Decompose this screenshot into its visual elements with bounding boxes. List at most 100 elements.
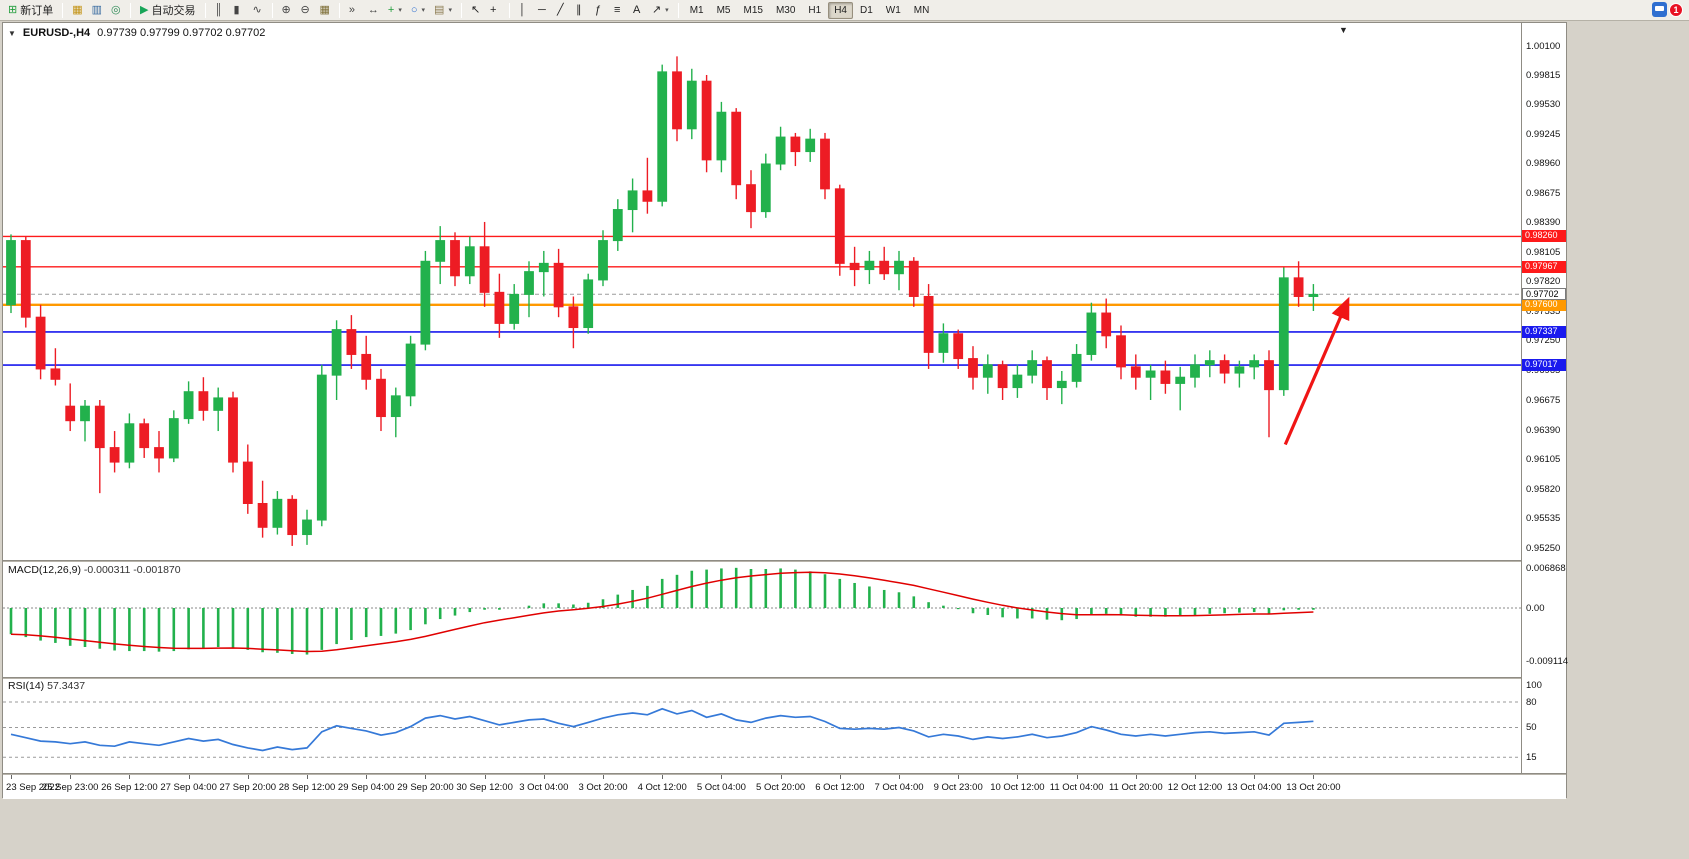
time-tick — [70, 775, 72, 779]
timeframe-button-m5[interactable]: M5 — [716, 4, 731, 16]
time-tick — [1017, 775, 1019, 779]
timeframe-button-m15[interactable]: M15 — [743, 4, 763, 16]
price-axis-label: 0.97535 — [1526, 305, 1561, 317]
price-axis-label: 0.95535 — [1526, 513, 1561, 524]
macd-values: -0.000311 -0.001870 — [83, 564, 181, 576]
time-tick — [484, 775, 486, 779]
time-axis-label: 5 Oct 20:00 — [756, 782, 806, 793]
timeframe-button-d1[interactable]: D1 — [860, 4, 873, 16]
time-tick — [1135, 775, 1137, 779]
time-tick — [839, 775, 841, 779]
rsi-name: RSI(14) — [8, 680, 45, 692]
navigator-button[interactable]: ◎ — [107, 1, 125, 19]
hline-price-label: 0.97337 — [1522, 325, 1566, 338]
chart-quick-menu-icon[interactable]: ▼ — [1339, 25, 1348, 35]
rsi-label: RSI(14) 57.3437 — [8, 680, 85, 692]
bar-chart-button[interactable]: ║ — [211, 1, 229, 19]
macd-panel[interactable] — [3, 562, 1521, 677]
time-axis-label: 23 Sep 2022 — [6, 782, 60, 793]
time-axis-label: 7 Oct 04:00 — [874, 782, 924, 793]
time-tick — [1076, 775, 1078, 779]
indicators-button[interactable]: + ▾ — [384, 1, 406, 19]
new-order-button[interactable]: ⊞ 新订单 — [4, 1, 57, 19]
macd-name: MACD(12,26,9) — [8, 564, 81, 576]
notifications-icon[interactable] — [1652, 2, 1667, 17]
rsi-value: 57.3437 — [47, 680, 86, 692]
price-scale[interactable]: 1.00100 0.99815 0.99530 0.99245 0.98960 0.986… — [1521, 23, 1569, 773]
price-axis-label: 0.96675 — [1526, 395, 1561, 406]
time-axis-label: 11 Oct 20:00 — [1108, 782, 1163, 793]
dropdown-caret-icon[interactable]: ▾ — [398, 7, 402, 14]
crosshair-button[interactable]: + — [486, 1, 504, 19]
dropdown-caret-icon[interactable]: ▾ — [665, 7, 669, 14]
market-watch-button[interactable]: ▦ — [68, 1, 86, 19]
fibonacci-button[interactable]: ƒ — [591, 1, 609, 19]
macd-panel-separator[interactable] — [3, 560, 1566, 562]
price-axis-label: 0.99245 — [1526, 128, 1561, 140]
time-axis-separator[interactable] — [3, 773, 1566, 775]
tile-windows-button[interactable]: ▦ — [316, 1, 334, 19]
auto-trading-button[interactable]: ▶ 自动交易 — [136, 1, 199, 19]
zoom-in-icon: ⊕ — [281, 4, 291, 16]
auto-trading-icon: ▶ — [140, 4, 149, 16]
price-axis-label: 0.96390 — [1526, 424, 1561, 436]
toolbar-separator — [62, 2, 64, 18]
navigator-icon: ◎ — [111, 4, 121, 16]
time-axis-label: 29 Sep 04:00 — [337, 782, 395, 793]
time-axis[interactable]: 23 Sep 2022 25 Sep 23:00 26 Sep 12:00 27 Se… — [3, 775, 1566, 799]
chart-shift-button[interactable]: ↔ — [364, 1, 383, 19]
main-chart[interactable] — [3, 23, 1521, 560]
periods-button[interactable]: ○ ▾ — [407, 1, 429, 19]
price-axis-label: 1.00100 — [1526, 40, 1561, 52]
vertical-line-button[interactable]: │ — [515, 1, 533, 19]
candlestick-chart-icon: ▮ — [233, 4, 240, 16]
trendline-button[interactable]: ╱ — [553, 1, 571, 19]
timeframe-button-h4[interactable]: H4 — [828, 1, 853, 19]
dropdown-caret-icon[interactable]: ▾ — [421, 7, 426, 14]
cursor-button[interactable]: ↖ — [467, 1, 485, 19]
timeframe-button-mn[interactable]: MN — [913, 4, 930, 16]
time-tick — [899, 775, 900, 779]
ohlc-values-label: 0.97739 0.97799 0.97702 0.97702 — [97, 27, 266, 39]
candlestick-chart-button[interactable]: ▮ — [230, 1, 248, 19]
vertical-line-icon: │ — [518, 4, 526, 16]
time-axis-label: 12 Oct 12:00 — [1167, 782, 1223, 793]
indicators-icon: + — [387, 4, 395, 16]
zoom-in-button[interactable]: ⊕ — [278, 1, 296, 19]
timeframe-button-w1[interactable]: W1 — [885, 4, 901, 16]
channel-button[interactable]: ∥ — [572, 1, 590, 19]
zoom-out-button[interactable]: ⊖ — [297, 1, 315, 19]
macd-axis-label: -0.009114 — [1526, 655, 1569, 667]
timeframe-button-m1[interactable]: M1 — [689, 4, 704, 16]
horizontal-line-icon: ─ — [537, 4, 546, 16]
time-axis-label: 13 Oct 20:00 — [1286, 782, 1341, 793]
horizontal-line-button[interactable]: ─ — [534, 1, 552, 19]
price-axis-label: 0.98675 — [1526, 187, 1561, 199]
text-button[interactable]: A — [629, 1, 647, 19]
auto-scroll-icon: » — [348, 4, 356, 16]
time-tick — [366, 775, 368, 779]
time-tick — [188, 775, 190, 779]
rsi-panel[interactable] — [3, 679, 1521, 773]
chart-collapse-icon[interactable]: ▼ — [8, 28, 16, 38]
templates-button[interactable]: ▤ ▾ — [430, 1, 456, 19]
time-tick — [662, 775, 664, 779]
time-axis-label: 6 Oct 12:00 — [815, 782, 865, 793]
timeframe-button-h1[interactable]: H1 — [808, 4, 822, 16]
macd-label: MACD(12,26,9) -0.000311 -0.001870 — [8, 564, 181, 576]
line-chart-button[interactable]: ∿ — [249, 1, 267, 19]
price-axis-label: 0.96105 — [1526, 454, 1561, 465]
time-axis-label: 3 Oct 20:00 — [578, 782, 628, 793]
symbol-period-label: EURUSD-,H4 — [22, 27, 91, 39]
data-window-button[interactable]: ▥ — [88, 1, 106, 19]
toolbar-separator — [460, 2, 462, 18]
arrows-button[interactable]: ↗ ▾ — [648, 1, 673, 19]
cycle-lines-button[interactable]: ≡ — [610, 1, 628, 19]
rsi-axis-label: 15 — [1526, 751, 1537, 763]
rsi-panel-separator[interactable] — [3, 677, 1566, 679]
bid-price-label: 0.97702 — [1522, 288, 1566, 301]
timeframe-button-m30[interactable]: M30 — [775, 4, 796, 16]
auto-scroll-button[interactable]: » — [345, 1, 363, 19]
dropdown-caret-icon[interactable]: ▾ — [448, 7, 452, 14]
macd-axis-label: 0.006868 — [1526, 562, 1566, 574]
